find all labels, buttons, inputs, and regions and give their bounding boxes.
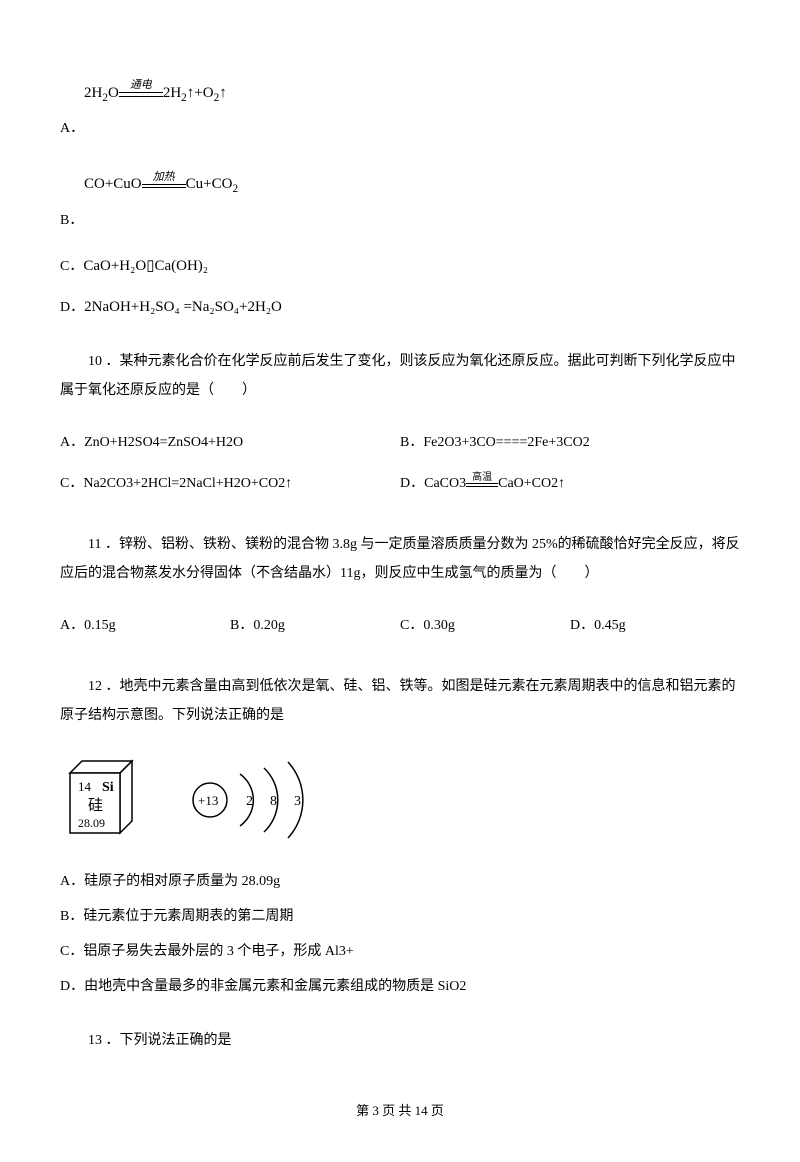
aluminum-atom-structure-icon: +13 2 8 3 [186,760,336,840]
element-symbol: Si [102,780,114,795]
arrow-heat: 加热 [142,182,186,189]
q10-c: C．Na2CO3+2HCl=2NaCl+H2O+CO2↑ [60,471,400,496]
q10-a: A．ZnO+H2SO4=ZnSO4+H2O [60,430,400,455]
q11-d: D．0.45g [570,613,740,638]
q11-options: A．0.15g B．0.20g C．0.30g D．0.45g [60,605,740,646]
q9-option-b-equation: CO+CuO加热Cu+CO2 [84,171,740,199]
q12-c: C．铝原子易失去最外层的 3 个电子，形成 Al3+ [60,939,740,964]
arrow-high-temp: 高温 [466,481,498,487]
element-number: 14 [78,779,92,794]
q10-stem: 10 ．某种元素化合价在化学反应前后发生了变化，则该反应为氧化还原反应。据此可判… [60,347,740,406]
shell-3: 3 [294,794,301,809]
q11-stem: 11 ．锌粉、铝粉、铁粉、镁粉的混合物 3.8g 与一定质量溶质质量分数为 25… [60,530,740,589]
q10-b: B．Fe2O3+3CO====2Fe+3CO2 [400,430,740,455]
q12-figure: 14 Si 硅 28.09 +13 2 8 3 [60,755,740,845]
element-mass: 28.09 [78,816,105,830]
q9-option-a-equation: 2H2O通电2H2↑+O2↑ [84,80,740,108]
q9-option-c: C．CaO+H₂O▯Ca(OH)₂ [60,253,740,280]
q9-a-label: A． [60,116,740,141]
q10-d: D．CaCO3高温CaO+CO2↑ [400,471,740,496]
q12-a: A．硅原子的相对原子质量为 28.09g [60,869,740,894]
q13-stem: 13 ．下列说法正确的是 [60,1026,740,1055]
silicon-element-cube-icon: 14 Si 硅 28.09 [60,755,142,845]
element-name: 硅 [88,797,103,814]
arrow-electrolysis: 通电 [119,90,163,97]
q12-stem: 12 ．地壳中元素含量由高到低依次是氧、硅、铝、铁等。如图是硅元素在元素周期表中… [60,672,740,731]
q11-a: A．0.15g [60,613,230,638]
nucleus-charge: +13 [198,793,218,808]
q10-options: A．ZnO+H2SO4=ZnSO4+H2O B．Fe2O3+3CO====2Fe… [60,422,740,504]
q9-b-label: B． [60,208,740,233]
q12-d: D．由地壳中含量最多的非金属元素和金属元素组成的物质是 SiO2 [60,974,740,999]
q12-b: B．硅元素位于元素周期表的第二周期 [60,904,740,929]
shell-1: 2 [246,794,253,809]
page-footer: 第 3 页 共 14 页 [60,1099,740,1122]
q11-c: C．0.30g [400,613,570,638]
q11-b: B．0.20g [230,613,400,638]
shell-2: 8 [270,794,277,809]
q9-option-d: D．2NaOH+H₂SO₄ =Na₂SO₄+2H₂O [60,294,740,321]
